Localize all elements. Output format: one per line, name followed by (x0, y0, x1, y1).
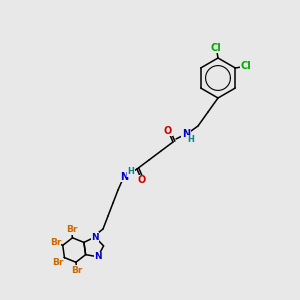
Text: N: N (182, 129, 190, 139)
Text: Br: Br (50, 238, 61, 247)
Text: N: N (120, 172, 128, 182)
Text: H: H (128, 167, 134, 176)
Text: Cl: Cl (211, 43, 221, 53)
Text: O: O (138, 175, 146, 185)
Text: N: N (94, 252, 102, 261)
Text: Br: Br (71, 266, 83, 275)
Text: N: N (91, 232, 99, 242)
Text: O: O (164, 126, 172, 136)
Text: Cl: Cl (241, 61, 252, 71)
Text: Br: Br (66, 225, 77, 234)
Text: H: H (188, 136, 194, 145)
Text: Br: Br (52, 258, 64, 267)
